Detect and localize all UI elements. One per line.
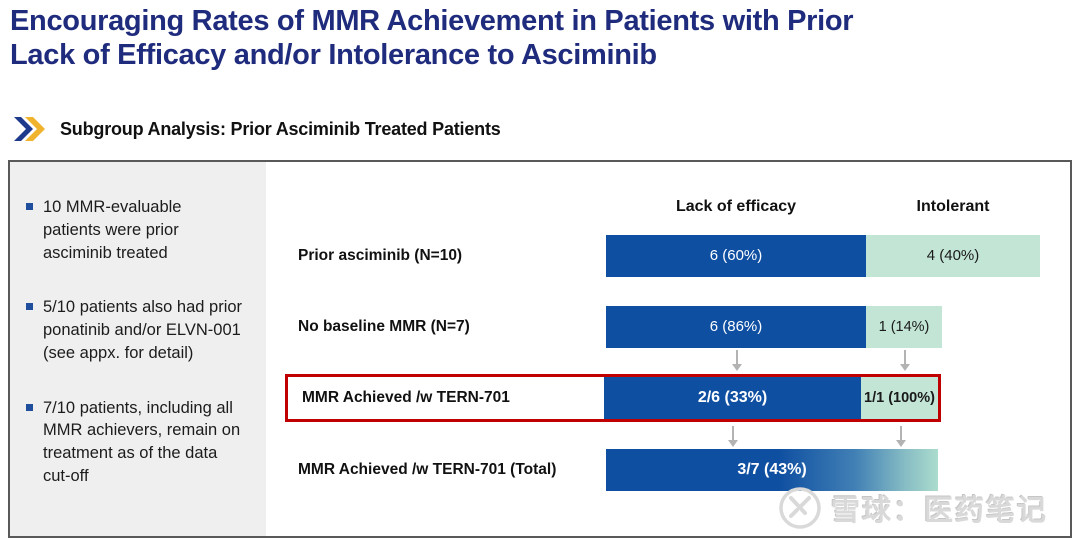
bar-segment-lack: 2/6 (33%) <box>604 377 861 419</box>
sidebar: 10 MMR-evaluable patients were prior asc… <box>10 162 266 536</box>
flow-arrow-icon <box>900 350 910 371</box>
bullet-text: 7/10 patients, including all MMR achieve… <box>43 398 241 485</box>
bullet-item: 7/10 patients, including all MMR achieve… <box>26 397 250 488</box>
row-label-mmr-achieved-total: MMR Achieved /w TERN-701 (Total) <box>298 461 557 478</box>
column-header-lack-of-efficacy: Lack of efficacy <box>675 198 797 215</box>
bar-segment-intolerant: 1/1 (100%) <box>861 377 938 419</box>
content-box: 10 MMR-evaluable patients were prior asc… <box>8 160 1072 538</box>
subtitle-row: Subgroup Analysis: Prior Asciminib Treat… <box>12 116 501 142</box>
double-chevron-icon <box>14 117 45 141</box>
bar-segment-intolerant: 1 (14%) <box>866 306 942 348</box>
bullet-square-icon <box>26 403 33 411</box>
bar-segment-lack: 6 (86%) <box>606 306 866 348</box>
bullet-text: 5/10 patients also had prior ponatinib a… <box>43 298 243 362</box>
bullet-text: 10 MMR-evaluable patients were prior asc… <box>43 198 182 262</box>
row-label-mmr-achieved: MMR Achieved /w TERN-701 <box>302 389 510 406</box>
highlight-box: MMR Achieved /w TERN-701 2/6 (33%) 1/1 (… <box>285 374 941 422</box>
bar-segment-total: 3/7 (43%) <box>606 449 938 491</box>
bar-segment-lack: 6 (60%) <box>606 235 866 277</box>
xueqiu-logo-icon <box>779 487 821 529</box>
watermark-text: 雪球：医药笔记 <box>831 495 1049 527</box>
row-label-prior-asciminib: Prior asciminib (N=10) <box>298 247 463 264</box>
bullet-square-icon <box>26 303 33 311</box>
flow-arrow-icon <box>728 426 738 447</box>
watermark: 雪球：医药笔记 <box>778 486 1048 530</box>
flow-arrow-icon <box>732 350 742 371</box>
page-title-line1: Encouraging Rates of MMR Achievement in … <box>10 5 854 37</box>
flow-arrow-icon <box>896 426 906 447</box>
bullet-square-icon <box>26 203 33 210</box>
subtitle: Subgroup Analysis: Prior Asciminib Treat… <box>60 118 501 139</box>
bar-segment-intolerant: 4 (40%) <box>866 235 1040 277</box>
row-label-no-baseline-mmr: No baseline MMR (N=7) <box>298 318 470 335</box>
bullet-item: 5/10 patients also had prior ponatinib a… <box>26 296 250 364</box>
column-header-intolerant: Intolerant <box>916 198 990 215</box>
page-title: Encouraging Rates of MMR Achievement in … <box>10 4 854 72</box>
page-title-line2: Lack of Efficacy and/or Intolerance to A… <box>10 39 657 71</box>
bullet-item: 10 MMR-evaluable patients were prior asc… <box>26 196 250 264</box>
